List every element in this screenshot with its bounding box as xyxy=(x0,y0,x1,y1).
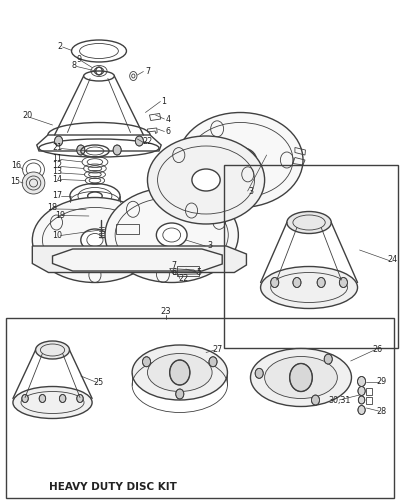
Ellipse shape xyxy=(36,341,69,359)
Ellipse shape xyxy=(22,172,45,194)
Bar xyxy=(224,165,398,348)
Ellipse shape xyxy=(147,136,265,224)
Text: 10: 10 xyxy=(53,230,62,239)
Text: 14: 14 xyxy=(53,174,62,184)
Text: 7: 7 xyxy=(171,262,176,270)
Ellipse shape xyxy=(178,112,303,208)
Text: 25: 25 xyxy=(94,378,104,387)
Text: 19: 19 xyxy=(55,210,65,220)
Ellipse shape xyxy=(224,148,257,172)
Text: 2: 2 xyxy=(57,42,62,51)
Circle shape xyxy=(143,357,151,367)
Text: 20: 20 xyxy=(22,110,33,120)
Circle shape xyxy=(135,136,143,146)
Circle shape xyxy=(293,278,301,287)
Ellipse shape xyxy=(192,169,220,191)
Text: 28: 28 xyxy=(377,406,387,416)
Circle shape xyxy=(22,394,28,402)
Circle shape xyxy=(311,395,320,405)
Circle shape xyxy=(39,394,46,402)
Circle shape xyxy=(209,357,217,367)
Text: 8: 8 xyxy=(71,62,76,70)
Polygon shape xyxy=(37,135,161,151)
Ellipse shape xyxy=(261,266,358,308)
Circle shape xyxy=(324,354,332,364)
Ellipse shape xyxy=(287,212,331,234)
Circle shape xyxy=(255,368,263,378)
Text: 16: 16 xyxy=(11,162,21,170)
Circle shape xyxy=(113,145,121,155)
Text: 13: 13 xyxy=(53,168,62,176)
Text: 22: 22 xyxy=(179,274,189,283)
Text: 6: 6 xyxy=(165,127,170,136)
Text: HEAVY DUTY DISC KIT: HEAVY DUTY DISC KIT xyxy=(49,482,177,492)
Ellipse shape xyxy=(156,223,187,247)
Text: 11: 11 xyxy=(53,154,62,163)
Circle shape xyxy=(290,364,312,392)
Circle shape xyxy=(176,389,184,399)
Text: 29: 29 xyxy=(377,376,387,386)
Circle shape xyxy=(59,394,66,402)
Text: 6: 6 xyxy=(171,268,176,277)
Circle shape xyxy=(317,278,325,287)
Text: 17: 17 xyxy=(52,190,63,200)
Text: 1: 1 xyxy=(161,97,166,106)
Ellipse shape xyxy=(81,229,109,251)
Circle shape xyxy=(358,406,365,414)
Bar xyxy=(366,388,372,394)
Bar xyxy=(6,318,394,498)
Ellipse shape xyxy=(13,386,92,418)
Text: 12: 12 xyxy=(52,161,63,170)
Ellipse shape xyxy=(265,356,337,399)
Text: 21: 21 xyxy=(52,143,63,152)
Polygon shape xyxy=(53,249,222,271)
Circle shape xyxy=(339,278,347,287)
Text: 3: 3 xyxy=(248,186,253,196)
Text: 30,31: 30,31 xyxy=(328,396,351,406)
Polygon shape xyxy=(32,246,246,272)
Circle shape xyxy=(77,394,83,402)
Circle shape xyxy=(358,376,366,386)
Text: 24: 24 xyxy=(387,256,398,264)
Text: 22: 22 xyxy=(142,138,153,146)
Bar xyxy=(366,396,372,404)
Text: 4: 4 xyxy=(165,114,170,124)
Circle shape xyxy=(271,278,279,287)
Circle shape xyxy=(170,360,190,385)
Ellipse shape xyxy=(32,198,158,282)
Circle shape xyxy=(358,396,365,404)
Ellipse shape xyxy=(105,188,238,282)
Text: 26: 26 xyxy=(372,344,383,354)
Text: 9: 9 xyxy=(76,56,81,64)
Ellipse shape xyxy=(147,354,212,392)
Text: 18: 18 xyxy=(48,204,57,212)
Text: 7: 7 xyxy=(145,66,150,76)
Ellipse shape xyxy=(250,348,351,406)
Ellipse shape xyxy=(132,345,227,400)
Text: 3: 3 xyxy=(208,242,213,250)
Circle shape xyxy=(55,136,63,146)
Text: 15: 15 xyxy=(10,176,21,186)
Text: 5: 5 xyxy=(196,268,201,277)
Circle shape xyxy=(358,386,365,396)
Circle shape xyxy=(77,145,85,155)
Text: 27: 27 xyxy=(212,344,223,354)
Text: 23: 23 xyxy=(160,307,171,316)
